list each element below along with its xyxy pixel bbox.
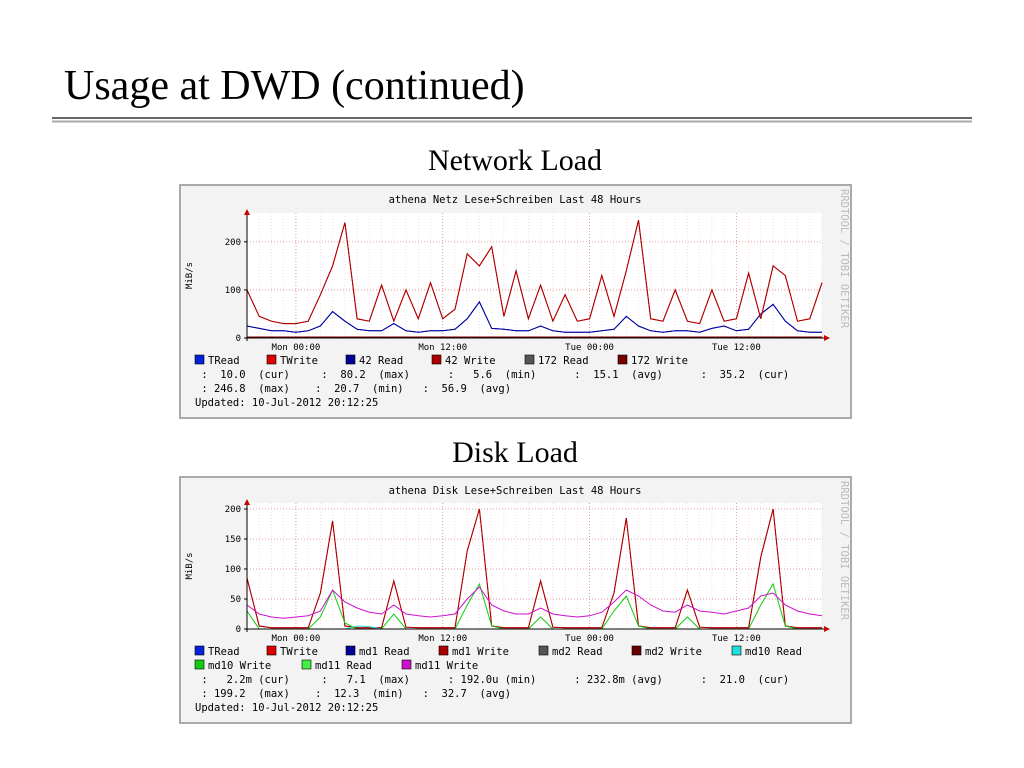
series-line <box>246 508 822 629</box>
legend-label: md2 Read <box>552 646 603 658</box>
y-tick-label: 0 <box>236 625 241 635</box>
legend-swatch <box>524 354 535 365</box>
axis-arrow <box>244 499 250 505</box>
legend-swatch <box>301 659 312 670</box>
legend-swatch <box>194 659 205 670</box>
legend-label: md11 Read <box>315 660 372 672</box>
axis-arrow <box>244 209 250 215</box>
x-tick-label: Tue 12:00 <box>712 634 761 644</box>
legend-swatch <box>617 354 628 365</box>
legend-swatch <box>731 645 742 656</box>
plot-area <box>247 503 822 629</box>
legend-swatch <box>266 354 277 365</box>
stats-line: : 2.2m (cur) : 7.1 (max) : 192.0u (min) … <box>195 674 789 686</box>
legend-label: TRead <box>208 355 240 367</box>
updated-text: Updated: 10-Jul-2012 20:12:25 <box>195 702 378 714</box>
legend-label: 172 Write <box>631 355 688 367</box>
legend-label: 42 Read <box>359 355 403 367</box>
y-tick-label: 100 <box>225 565 241 575</box>
legend-swatch <box>194 354 205 365</box>
graph-title: athena Disk Lese+Schreiben Last 48 Hours <box>389 485 642 497</box>
legend-swatch <box>538 645 549 656</box>
y-tick-label: 50 <box>230 595 241 605</box>
x-tick-label: Tue 00:00 <box>565 343 614 353</box>
legend-swatch <box>431 354 442 365</box>
panel-title: Disk Load <box>452 436 578 469</box>
legend-label: 42 Write <box>445 355 496 367</box>
y-tick-label: 0 <box>236 334 241 344</box>
legend-label: md10 Read <box>745 646 802 658</box>
legend-label: md2 Write <box>645 646 702 658</box>
y-tick-label: 100 <box>225 286 241 296</box>
stats-line: : 10.0 (cur) : 80.2 (max) : 5.6 (min) : … <box>195 369 789 381</box>
legend-label: md1 Read <box>359 646 410 658</box>
plot-area <box>247 213 822 338</box>
legend-label: TWrite <box>280 646 318 658</box>
watermark: RRDTOOL / TOBI OETIKER <box>838 481 850 621</box>
x-tick-label: Tue 00:00 <box>565 634 614 644</box>
watermark: RRDTOOL / TOBI OETIKER <box>838 189 850 329</box>
slide-title: Usage at DWD (continued) <box>64 63 525 109</box>
legend-label: 172 Read <box>538 355 589 367</box>
series-line <box>246 300 822 333</box>
updated-text: Updated: 10-Jul-2012 20:12:25 <box>195 397 378 409</box>
y-tick-label: 200 <box>225 238 241 248</box>
stats-line: : 246.8 (max) : 20.7 (min) : 56.9 (avg) <box>195 383 511 395</box>
legend-swatch <box>194 645 205 656</box>
stats-line: : 199.2 (max) : 12.3 (min) : 32.7 (avg) <box>195 688 511 700</box>
legend-swatch <box>345 645 356 656</box>
panel-title: Network Load <box>428 144 602 177</box>
y-tick-label: 150 <box>225 535 241 545</box>
x-tick-label: Mon 00:00 <box>272 634 321 644</box>
legend-label: md1 Write <box>452 646 509 658</box>
legend-swatch <box>631 645 642 656</box>
legend-swatch <box>438 645 449 656</box>
legend-label: md10 Write <box>208 660 271 672</box>
legend-swatch <box>266 645 277 656</box>
legend-label: TRead <box>208 646 240 658</box>
axis-arrow <box>824 626 830 632</box>
x-tick-label: Mon 12:00 <box>418 634 467 644</box>
legend-label: TWrite <box>280 355 318 367</box>
graph-title: athena Netz Lese+Schreiben Last 48 Hours <box>389 194 642 206</box>
series-line <box>246 220 823 325</box>
legend-swatch <box>401 659 412 670</box>
legend-label: md11 Write <box>415 660 478 672</box>
x-tick-label: Mon 00:00 <box>272 343 321 353</box>
y-tick-label: 200 <box>225 505 241 515</box>
x-tick-label: Tue 12:00 <box>712 343 761 353</box>
y-axis-label: MiB/s <box>185 262 195 289</box>
legend-swatch <box>345 354 356 365</box>
x-tick-label: Mon 12:00 <box>418 343 467 353</box>
axis-arrow <box>824 335 830 341</box>
y-axis-label: MiB/s <box>185 552 195 579</box>
series-line <box>246 586 823 619</box>
